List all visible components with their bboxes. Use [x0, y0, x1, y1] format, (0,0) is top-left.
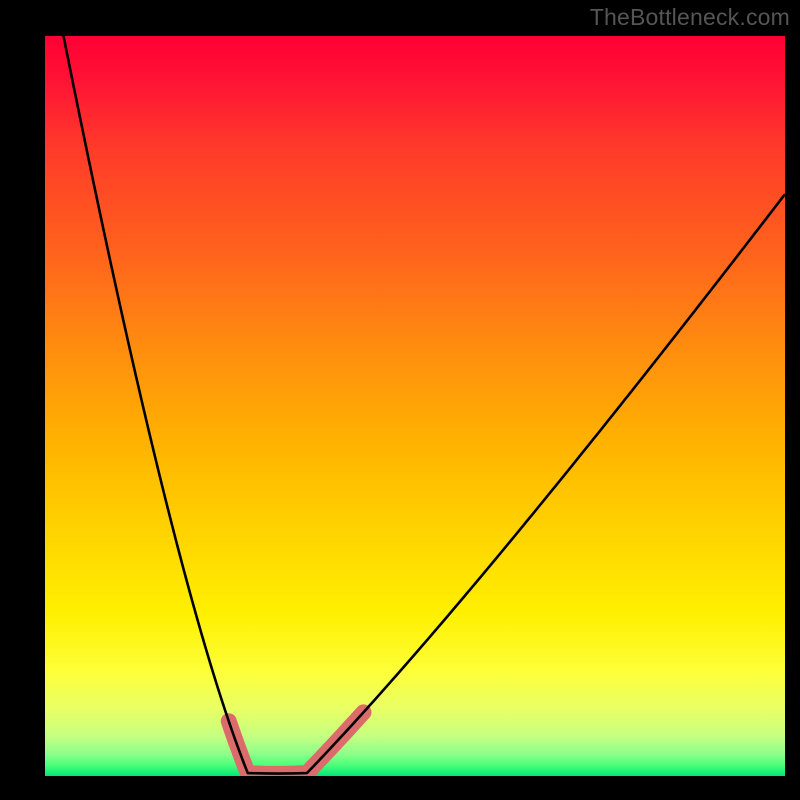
plot-area [45, 36, 785, 776]
chart-stage: TheBottleneck.com [0, 0, 800, 800]
plot-svg [45, 36, 785, 776]
gradient-background [45, 36, 785, 776]
watermark-text: TheBottleneck.com [590, 4, 790, 31]
